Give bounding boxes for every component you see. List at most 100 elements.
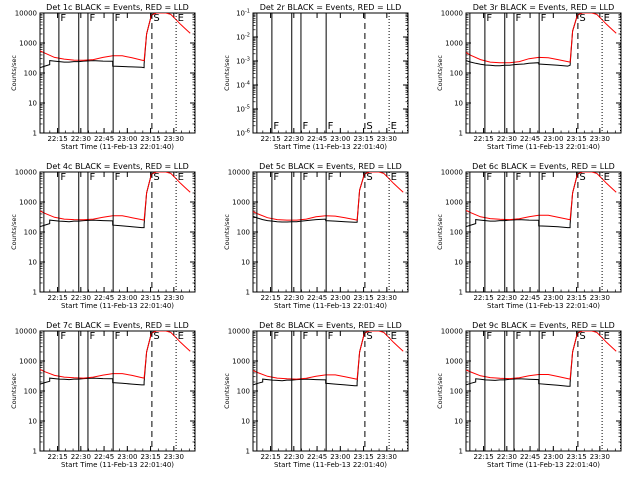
x-tick-label: 23:15	[353, 453, 373, 461]
plot-frame	[39, 330, 196, 452]
y-tick-label: 1000	[445, 40, 463, 48]
x-tick-label: 23:30	[164, 453, 184, 461]
marker-letter: F	[60, 172, 66, 183]
x-tick-label: 22:30	[284, 294, 304, 302]
x-tick-label: 22:45	[307, 453, 327, 461]
x-tick-label: 22:30	[71, 294, 91, 302]
marker-letter: F	[515, 331, 521, 342]
y-tick-label: 1000	[19, 199, 37, 207]
x-tick-label: 23:30	[590, 135, 610, 143]
marker-letter: S	[153, 13, 159, 24]
marker-letter: S	[579, 331, 585, 342]
marker-letter: S	[153, 331, 159, 342]
x-tick-label: 22:45	[94, 135, 114, 143]
marker-letter: F	[273, 121, 279, 132]
x-tick-label: 23:00	[117, 135, 137, 143]
y-tick-label: 10000	[15, 169, 37, 177]
x-tick-label: 23:00	[117, 453, 137, 461]
marker-letter: F	[115, 13, 121, 24]
x-axis-label: Start Time (11-Feb-13 22:01:40)	[487, 143, 600, 151]
x-tick-label: 23:00	[543, 294, 563, 302]
y-tick-label: 10000	[441, 10, 463, 18]
panel-title: Det 6c BLACK = Events, RED = LLD	[472, 162, 615, 171]
panel-4: Det 4c BLACK = Events, RED = LLD 1 10 100 10…	[10, 162, 196, 310]
y-axis-label: Counts/sec	[436, 373, 444, 409]
x-tick-label: 23:30	[377, 294, 397, 302]
x-tick-label: 23:15	[140, 294, 160, 302]
plot-frame	[252, 12, 409, 134]
series-lld	[40, 13, 191, 62]
x-tick-label: 22:45	[520, 453, 540, 461]
x-tick-label: 22:15	[47, 135, 67, 143]
marker-letter: F	[515, 13, 521, 24]
x-tick-label: 22:45	[307, 294, 327, 302]
x-tick-label: 23:30	[377, 453, 397, 461]
y-tick-label: 10000	[441, 328, 463, 336]
y-tick-label: 10000	[15, 10, 37, 18]
marker-letter: F	[60, 13, 66, 24]
panel-7: Det 7c BLACK = Events, RED = LLD 1 10 100 10…	[10, 321, 196, 469]
y-tick-label: 1000	[232, 358, 250, 366]
y-tick-label: 100	[24, 70, 37, 78]
plot-frame	[252, 330, 409, 452]
series-lld	[253, 331, 404, 380]
y-tick-label: 100	[450, 388, 463, 396]
x-tick-label: 22:15	[47, 453, 67, 461]
x-tick-label: 23:00	[117, 294, 137, 302]
x-tick-label: 23:00	[330, 294, 350, 302]
series-lld	[40, 331, 191, 379]
y-axis-label: Counts/sec	[436, 214, 444, 250]
x-axis-label: Start Time (11-Feb-13 22:01:40)	[274, 302, 387, 310]
panel-6: Det 6c BLACK = Events, RED = LLD 1 10 100 10…	[436, 162, 622, 310]
y-tick-label: 10	[454, 100, 463, 108]
y-tick-label: 10	[28, 418, 37, 426]
x-tick-label: 22:45	[94, 294, 114, 302]
panel-title: Det 1c BLACK = Events, RED = LLD	[46, 3, 189, 12]
series-lld	[466, 172, 617, 221]
plot-frame	[465, 330, 622, 452]
marker-letter: S	[579, 172, 585, 183]
x-tick-label: 23:15	[566, 135, 586, 143]
x-tick-label: 23:15	[140, 453, 160, 461]
panel-title: Det 5c BLACK = Events, RED = LLD	[259, 162, 402, 171]
marker-letter: E	[604, 13, 610, 24]
y-tick-label: 1	[459, 448, 463, 456]
panel-9: Det 9c BLACK = Events, RED = LLD 1 10 100 10…	[436, 321, 622, 469]
panel-title: Det 3r BLACK = Events, RED = LLD	[473, 3, 615, 12]
x-tick-label: 23:00	[330, 453, 350, 461]
marker-letter: S	[153, 172, 159, 183]
panel-title: Det 2r BLACK = Events, RED = LLD	[260, 3, 402, 12]
y-axis-label: Counts/sec	[223, 373, 231, 409]
x-tick-label: 22:15	[473, 135, 493, 143]
panel-3: Det 3r BLACK = Events, RED = LLD 1 10 100 10…	[436, 3, 622, 151]
y-tick-label: 100	[237, 388, 250, 396]
marker-letter: S	[366, 331, 372, 342]
x-tick-label: 23:30	[164, 294, 184, 302]
x-tick-label: 22:15	[260, 135, 280, 143]
x-tick-label: 23:30	[590, 294, 610, 302]
plot-frame	[252, 171, 409, 293]
y-tick-label: 100	[24, 388, 37, 396]
y-tick-label: 1000	[445, 358, 463, 366]
marker-letter: F	[89, 13, 95, 24]
y-tick-label: 10000	[15, 328, 37, 336]
marker-letter: F	[541, 331, 547, 342]
y-tick-label: 1	[246, 289, 250, 297]
marker-letter: F	[486, 331, 492, 342]
x-tick-label: 23:00	[543, 135, 563, 143]
marker-letter: F	[515, 172, 521, 183]
y-tick-label: 10	[28, 259, 37, 267]
panel-title: Det 8c BLACK = Events, RED = LLD	[259, 321, 402, 330]
y-tick-label: 1	[33, 130, 37, 138]
marker-letter: E	[391, 121, 397, 132]
marker-letter: F	[273, 331, 279, 342]
marker-letter: F	[60, 331, 66, 342]
x-axis-label: Start Time (11-Feb-13 22:01:40)	[61, 302, 174, 310]
marker-letter: F	[486, 13, 492, 24]
y-tick-label: 1	[246, 448, 250, 456]
y-tick-label: 10000	[228, 328, 250, 336]
x-axis-label: Start Time (11-Feb-13 22:01:40)	[487, 302, 600, 310]
x-tick-label: 22:45	[520, 135, 540, 143]
marker-letter: F	[115, 331, 121, 342]
series-lld	[40, 172, 191, 221]
